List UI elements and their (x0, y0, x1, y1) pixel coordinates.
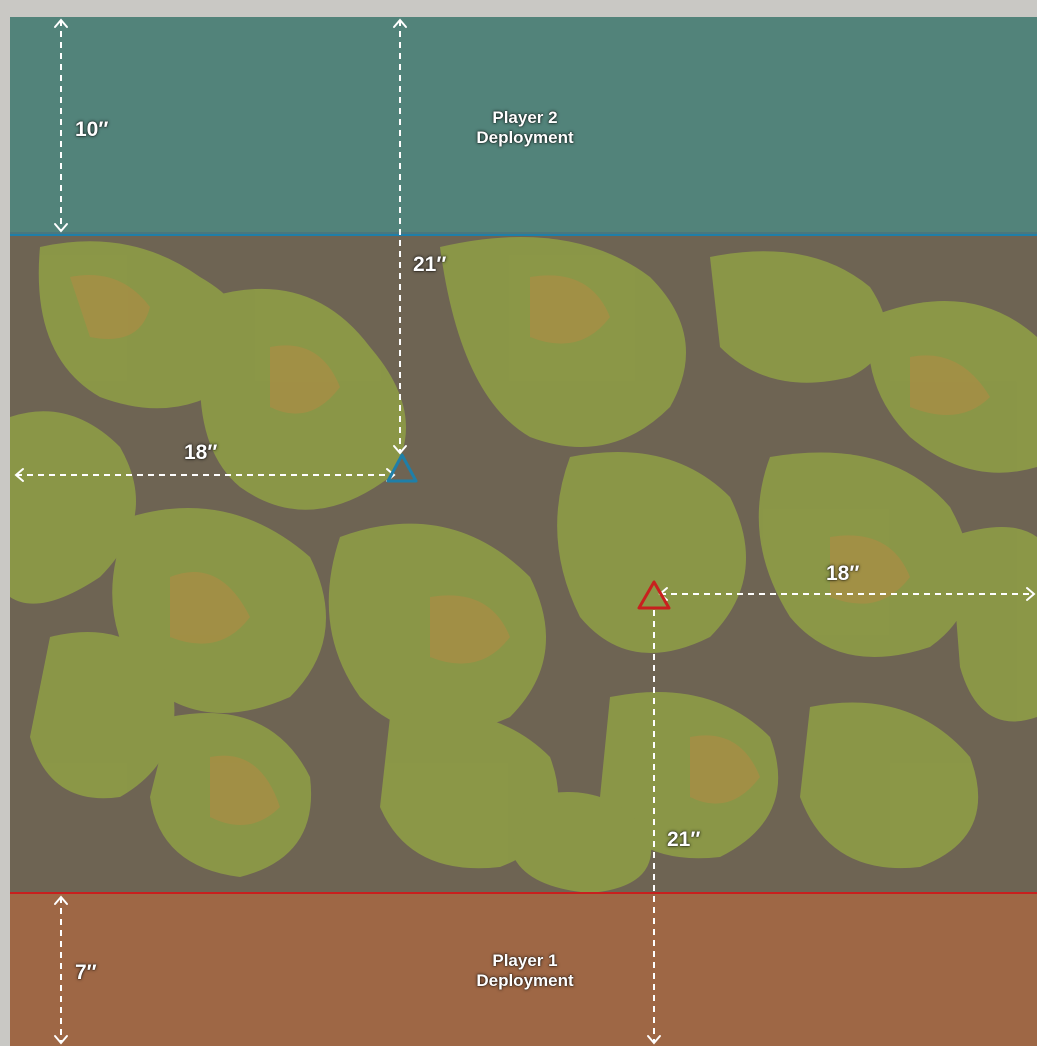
player2-zone-label-line1: Player 2 (492, 108, 558, 127)
battle-map: Player 2 Deployment Player 1 Deployment … (10, 17, 1037, 1046)
p1-depth-label: 7″ (75, 961, 97, 984)
arrowhead-icon (54, 895, 68, 905)
player1-zone-label: Player 1 Deployment (425, 951, 625, 991)
arrowhead-icon (54, 223, 68, 233)
arrowhead-icon (54, 18, 68, 28)
player2-zone-label-line2: Deployment (476, 128, 574, 147)
p2-objective-top-label: 21″ (413, 253, 447, 276)
arrowhead-icon (647, 1035, 661, 1045)
arrowhead-icon (1026, 587, 1036, 601)
player1-zone-label-line2: Deployment (476, 971, 574, 990)
player2-deployment-zone (10, 17, 1037, 235)
terrain-layer (10, 17, 1037, 1046)
p1-objective-bottom-label: 21″ (667, 828, 701, 851)
blue-triangle-objective-icon (386, 453, 418, 483)
p2-objective-left-label: 18″ (184, 441, 218, 464)
arrowhead-icon (54, 1035, 68, 1045)
arrowhead-icon (393, 445, 407, 455)
player1-zone-label-line1: Player 1 (492, 951, 558, 970)
player2-zone-label: Player 2 Deployment (425, 108, 625, 148)
arrowhead-icon (14, 468, 24, 482)
p1-objective-right-label: 18″ (826, 562, 860, 585)
p2-depth-label: 10″ (75, 118, 109, 141)
arrowhead-icon (393, 18, 407, 28)
red-triangle-objective-icon (637, 580, 671, 610)
player1-deployment-zone (10, 893, 1037, 1046)
